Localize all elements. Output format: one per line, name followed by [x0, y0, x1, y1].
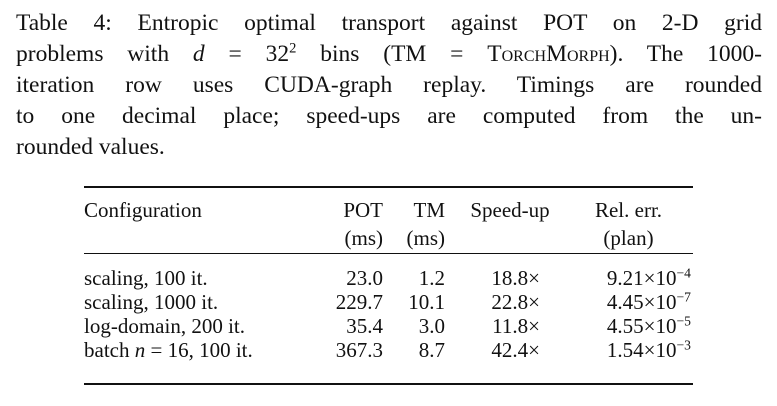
row-1-config: scaling, 100 it. [84, 266, 208, 290]
library-name: TorchMorph [487, 41, 610, 67]
caption-text: problems with [16, 41, 193, 67]
row-2-tm: 10.1 [408, 290, 445, 314]
header-tm-unit: (ms) [406, 226, 446, 250]
caption-label: Table 4: [16, 10, 112, 36]
row-1-speedup: 18.8× [491, 266, 540, 290]
header-pot-unit: (ms) [344, 226, 384, 250]
table-bottom-rule [84, 383, 693, 385]
row-3-config: log-domain, 200 it. [84, 314, 245, 338]
caption-line-4: to one decimal place; speed-ups are comp… [16, 103, 762, 129]
relerr-mantissa: 4.55×10 [606, 314, 677, 338]
row-3-speedup: 11.8× [492, 314, 540, 338]
header-pot: POT [343, 198, 383, 222]
row-1-relerr: 9.21×10−4 [607, 266, 691, 290]
math-exponent: 2 [289, 40, 297, 57]
table-top-rule [84, 186, 693, 188]
row-3-pot: 35.4 [346, 314, 383, 338]
header-speedup: Speed-up [470, 198, 550, 222]
caption-text: Entropic optimal transport against POT o… [137, 10, 763, 36]
row-2-pot: 229.7 [335, 290, 383, 314]
row-1-tm: 1.2 [418, 266, 445, 290]
row-3-tm: 3.0 [418, 314, 445, 338]
table-caption: Table 4: Entropic optimal transport agai… [16, 8, 762, 163]
row-2-relerr: 4.45×10−7 [607, 290, 691, 314]
caption-line-3: iteration row uses CUDA-graph replay. Ti… [16, 72, 762, 98]
caption-text: ). The 1000- [609, 41, 762, 67]
header-configuration: Configuration [84, 198, 202, 222]
caption-text: = 32 [204, 41, 290, 67]
relerr-exponent: −5 [676, 313, 691, 329]
row-3-relerr: 4.55×10−5 [607, 314, 691, 338]
row-4-speedup: 42.4× [491, 338, 540, 362]
row-2-speedup: 22.8× [491, 290, 540, 314]
header-tm: TM [413, 198, 446, 222]
header-relerr-sub: (plan) [603, 226, 654, 250]
config-text: batch [84, 338, 135, 362]
relerr-exponent: −3 [676, 337, 691, 353]
relerr-mantissa: 1.54×10 [606, 338, 677, 362]
relerr-exponent: −4 [676, 265, 691, 281]
relerr-exponent: −7 [676, 289, 691, 305]
caption-line-1: Table 4: Entropic optimal transport agai… [16, 8, 762, 39]
row-2-config: scaling, 1000 it. [84, 290, 219, 314]
config-text: = 16, 100 it. [145, 338, 253, 362]
row-4-pot: 367.3 [335, 338, 383, 362]
relerr-mantissa: 9.21×10 [606, 266, 677, 290]
table-mid-rule [84, 253, 693, 254]
relerr-mantissa: 4.45×10 [606, 290, 677, 314]
caption-line-2: problems with d = 322 bins (TM = TorchMo… [16, 39, 762, 70]
row-1-pot: 23.0 [346, 266, 383, 290]
caption-line-5: rounded values. [16, 134, 165, 160]
row-4-relerr: 1.54×10−3 [607, 338, 691, 362]
math-variable-d: d [192, 41, 205, 67]
math-variable-n: n [134, 338, 146, 362]
row-4-config: batch n = 16, 100 it. [84, 338, 253, 362]
caption-text: bins (TM = [296, 41, 488, 67]
header-relerr: Rel. err. [594, 198, 663, 222]
row-4-tm: 8.7 [418, 338, 445, 362]
